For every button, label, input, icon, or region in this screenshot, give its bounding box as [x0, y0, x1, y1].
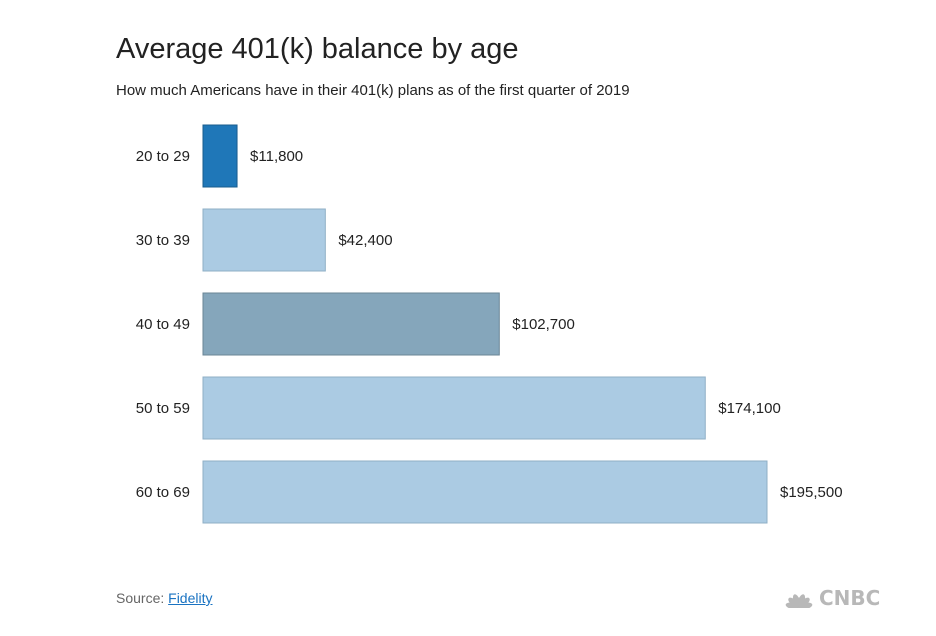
category-label: 50 to 59	[136, 400, 190, 417]
category-label: 40 to 49	[136, 316, 190, 333]
source-prefix: Source:	[116, 590, 169, 606]
chart-subtitle: How much Americans have in their 401(k) …	[116, 82, 630, 99]
value-label: $102,700	[512, 316, 575, 333]
bar-20-to-29	[202, 124, 238, 188]
source-note: Source: Fidelity	[116, 590, 213, 606]
bar-50-to-59	[202, 376, 706, 440]
value-label: $11,800	[250, 148, 303, 165]
bar-chart: 20 to 29 $11,800 30 to 39 $42,400 40 to 49 $1…	[136, 124, 843, 524]
bar-30-to-39	[202, 208, 326, 272]
category-label: 20 to 29	[136, 148, 190, 165]
source-link[interactable]: Fidelity	[168, 590, 213, 606]
category-label: 30 to 39	[136, 232, 190, 249]
category-label: 60 to 69	[136, 484, 190, 501]
bar-40-to-49	[202, 292, 500, 356]
bar-60-to-69	[202, 460, 768, 524]
value-label: $195,500	[780, 484, 843, 501]
value-label: $174,100	[718, 400, 781, 417]
logo-text: CNBC	[819, 586, 881, 610]
peacock-icon	[785, 594, 813, 608]
value-label: $42,400	[338, 232, 392, 249]
chart-title: Average 401(k) balance by age	[116, 33, 519, 65]
cnbc-logo: CNBC	[783, 586, 880, 610]
